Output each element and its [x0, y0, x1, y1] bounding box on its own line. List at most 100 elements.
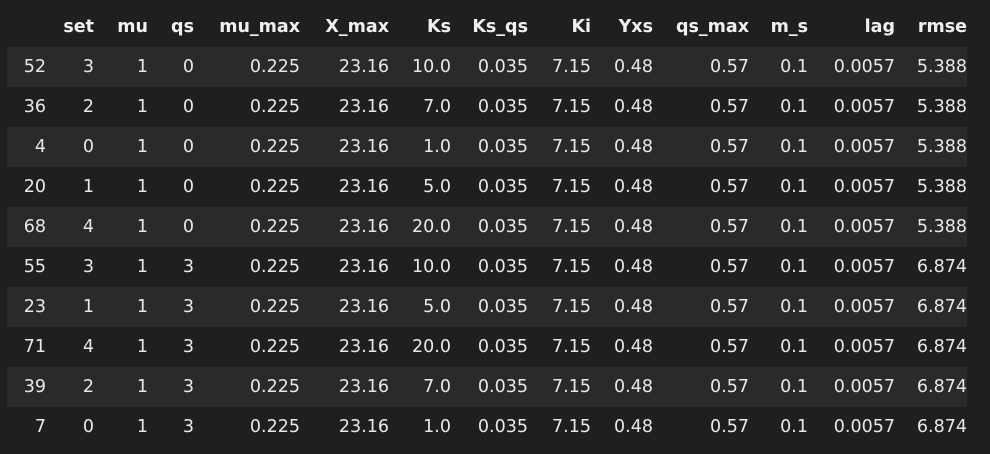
table-cell: 1	[136, 137, 148, 157]
table-cell: 3	[182, 377, 194, 397]
table-row: 36 2 1 0 0.225 23.16 7.0 0.035 7.15 0.48 0.57 0.1 0.…	[7, 87, 967, 127]
table-cell: 0.0057	[833, 177, 895, 197]
table-cell: 6.874	[916, 257, 967, 277]
column-header: Ks	[427, 17, 451, 37]
table-cell: 0.1	[780, 297, 808, 317]
row-index: 39	[23, 377, 46, 397]
table-cell: 23.16	[338, 57, 389, 77]
table-cell: 1.0	[423, 137, 451, 157]
table-cell: 0.035	[477, 377, 528, 397]
table-cell: 3	[182, 257, 194, 277]
column-header: X_max	[325, 17, 389, 37]
table-cell: 0.225	[249, 217, 300, 237]
table-cell: 0.1	[780, 377, 808, 397]
table-cell: 23.16	[338, 377, 389, 397]
table-cell: 0.48	[614, 337, 653, 357]
table-cell: 0.1	[780, 137, 808, 157]
table-cell: 0.1	[780, 97, 808, 117]
table-cell: 10.0	[412, 257, 451, 277]
table-cell: 0.035	[477, 337, 528, 357]
table-body: 52 3 1 0 0.225 23.16 10.0 0.035 7.15 0.48 0.57 0.1 0…	[7, 47, 967, 447]
table-cell: 1	[136, 257, 148, 277]
table-cell: 0.57	[710, 337, 749, 357]
table-row: 23 1 1 3 0.225 23.16 5.0 0.035 7.15 0.48 0.57 0.1 0.…	[7, 287, 967, 327]
header-row: set mu qs mu_max X_max Ks Ks_qs Ki Yxs qs_max m_s l…	[7, 7, 967, 47]
column-header: Ks_qs	[472, 17, 528, 37]
table-cell: 0.0057	[833, 57, 895, 77]
table-cell: 2	[82, 377, 94, 397]
table-cell: 7.15	[552, 257, 591, 277]
table-cell: 0.0057	[833, 217, 895, 237]
table-cell: 1	[136, 97, 148, 117]
table-cell: 1	[136, 417, 148, 437]
table-cell: 0	[182, 97, 194, 117]
table-cell: 0.1	[780, 337, 808, 357]
table-cell: 6.874	[916, 377, 967, 397]
table-cell: 0.035	[477, 417, 528, 437]
table-cell: 0	[182, 137, 194, 157]
table-cell: 7.15	[552, 137, 591, 157]
table-cell: 1	[82, 177, 94, 197]
table-cell: 0.0057	[833, 297, 895, 317]
table-cell: 0.0057	[833, 97, 895, 117]
table-cell: 0.0057	[833, 417, 895, 437]
table-cell: 0.57	[710, 97, 749, 117]
table-cell: 23.16	[338, 137, 389, 157]
table-cell: 5.388	[916, 57, 967, 77]
table-cell: 0.48	[614, 377, 653, 397]
table-cell: 0.48	[614, 177, 653, 197]
table-cell: 0	[82, 417, 94, 437]
table-row: 20 1 1 0 0.225 23.16 5.0 0.035 7.15 0.48 0.57 0.1 0.…	[7, 167, 967, 207]
table-cell: 1	[136, 177, 148, 197]
table-header: set mu qs mu_max X_max Ks Ks_qs Ki Yxs qs_max m_s l…	[7, 7, 967, 47]
table-cell: 1	[82, 297, 94, 317]
table-cell: 0.57	[710, 377, 749, 397]
table-cell: 6.874	[916, 417, 967, 437]
table-cell: 3	[82, 257, 94, 277]
table-row: 55 3 1 3 0.225 23.16 10.0 0.035 7.15 0.48 0.57 0.1 0…	[7, 247, 967, 287]
dataframe-table: set mu qs mu_max X_max Ks Ks_qs Ki Yxs qs_max m_s l…	[7, 7, 967, 447]
table-cell: 0.48	[614, 417, 653, 437]
table-cell: 0.225	[249, 337, 300, 357]
table-cell: 5.388	[916, 177, 967, 197]
table-cell: 23.16	[338, 257, 389, 277]
table-cell: 0.57	[710, 177, 749, 197]
row-index: 52	[23, 57, 46, 77]
table-cell: 0.57	[710, 137, 749, 157]
table-cell: 10.0	[412, 57, 451, 77]
table-cell: 0.225	[249, 177, 300, 197]
table-row: 52 3 1 0 0.225 23.16 10.0 0.035 7.15 0.48 0.57 0.1 0…	[7, 47, 967, 87]
column-header: rmse	[917, 17, 967, 37]
table-cell: 0.57	[710, 417, 749, 437]
table-cell: 5.388	[916, 217, 967, 237]
table-cell: 0.1	[780, 217, 808, 237]
table-cell: 2	[82, 97, 94, 117]
table-cell: 7.15	[552, 337, 591, 357]
row-index: 7	[34, 417, 46, 437]
table-cell: 0.1	[780, 177, 808, 197]
table-cell: 0.0057	[833, 257, 895, 277]
table-cell: 0	[182, 217, 194, 237]
table-cell: 1	[136, 297, 148, 317]
table-cell: 0.48	[614, 97, 653, 117]
table-row: 39 2 1 3 0.225 23.16 7.0 0.035 7.15 0.48 0.57 0.1 0.…	[7, 367, 967, 407]
column-header: Ki	[571, 17, 591, 37]
table-cell: 23.16	[338, 417, 389, 437]
table-row: 68 4 1 0 0.225 23.16 20.0 0.035 7.15 0.48 0.57 0.1 0…	[7, 207, 967, 247]
table-cell: 0.57	[710, 57, 749, 77]
table-cell: 7.0	[423, 97, 451, 117]
row-index: 71	[23, 337, 46, 357]
column-header: qs_max	[675, 17, 749, 37]
table-cell: 5.0	[423, 297, 451, 317]
table-cell: 0.48	[614, 257, 653, 277]
table-cell: 0.1	[780, 57, 808, 77]
table-cell: 0.48	[614, 137, 653, 157]
table-cell: 0.0057	[833, 377, 895, 397]
table-cell: 7.15	[552, 177, 591, 197]
table-cell: 3	[182, 297, 194, 317]
table-cell: 1	[136, 217, 148, 237]
table-row: 4 0 1 0 0.225 23.16 1.0 0.035 7.15 0.48 0.57 0.1 0.0…	[7, 127, 967, 167]
table-cell: 7.15	[552, 297, 591, 317]
table-cell: 4	[82, 217, 94, 237]
table-cell: 7.0	[423, 377, 451, 397]
